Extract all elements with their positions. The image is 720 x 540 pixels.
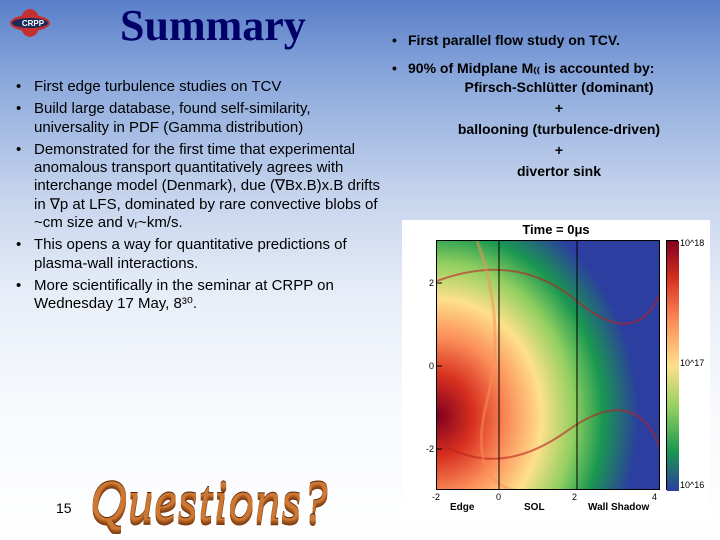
- sub-item: Pfirsch-Schlütter (dominant): [408, 77, 710, 98]
- bullet-item: This opens a way for quantitative predic…: [14, 236, 382, 273]
- left-column: First edge turbulence studies on TCV Bui…: [14, 78, 382, 318]
- bullet-item: Demonstrated for the first time that exp…: [14, 141, 382, 232]
- colorbar-ticks: 10^18 10^17 10^16: [680, 238, 710, 492]
- crpp-logo: CRPP: [8, 8, 58, 48]
- xtick: 2: [572, 492, 577, 502]
- ytick: 0: [429, 361, 434, 371]
- region-label: Wall Shadow: [588, 502, 649, 513]
- logo-label: CRPP: [8, 19, 58, 28]
- questions-wordart: Questions?: [90, 467, 328, 534]
- region-label: Edge: [450, 502, 474, 513]
- sub-item: +: [408, 140, 710, 161]
- sub-list: Pfirsch-Schlütter (dominant) + balloonin…: [408, 77, 710, 182]
- cb-tick: 10^16: [680, 480, 704, 490]
- ytick: 2: [429, 278, 434, 288]
- bullet-text: 90% of Midplane M₍₍ is accounted by:: [408, 60, 654, 76]
- cb-tick: 10^17: [680, 358, 704, 368]
- slide-title: Summary: [120, 0, 306, 51]
- sub-item: divertor sink: [408, 161, 710, 182]
- sub-item: ballooning (turbulence-driven): [408, 119, 710, 140]
- bullet-item: More scientifically in the seminar at CR…: [14, 277, 382, 314]
- xtick: 4: [652, 492, 657, 502]
- right-column: First parallel flow study on TCV. 90% of…: [390, 32, 710, 192]
- page-number: 15: [56, 500, 72, 516]
- y-axis-ticks: 2 0 -2: [424, 242, 434, 488]
- ytick: -2: [426, 444, 434, 454]
- region-label: SOL: [524, 502, 545, 513]
- heatmap-plot: [436, 240, 660, 490]
- sub-item: +: [408, 98, 710, 119]
- bullet-item: Build large database, found self-similar…: [14, 100, 382, 137]
- colorbar: [666, 240, 678, 490]
- xtick: 0: [496, 492, 501, 502]
- bullet-item: First parallel flow study on TCV.: [390, 32, 710, 50]
- bullet-item: 90% of Midplane M₍₍ is accounted by: Pfi…: [390, 60, 710, 183]
- figure-title: Time = 0μs: [402, 222, 710, 237]
- simulation-figure: Time = 0μs: [402, 220, 710, 522]
- xtick: -2: [432, 492, 440, 502]
- bullet-item: First edge turbulence studies on TCV: [14, 78, 382, 96]
- cb-tick: 10^18: [680, 238, 704, 248]
